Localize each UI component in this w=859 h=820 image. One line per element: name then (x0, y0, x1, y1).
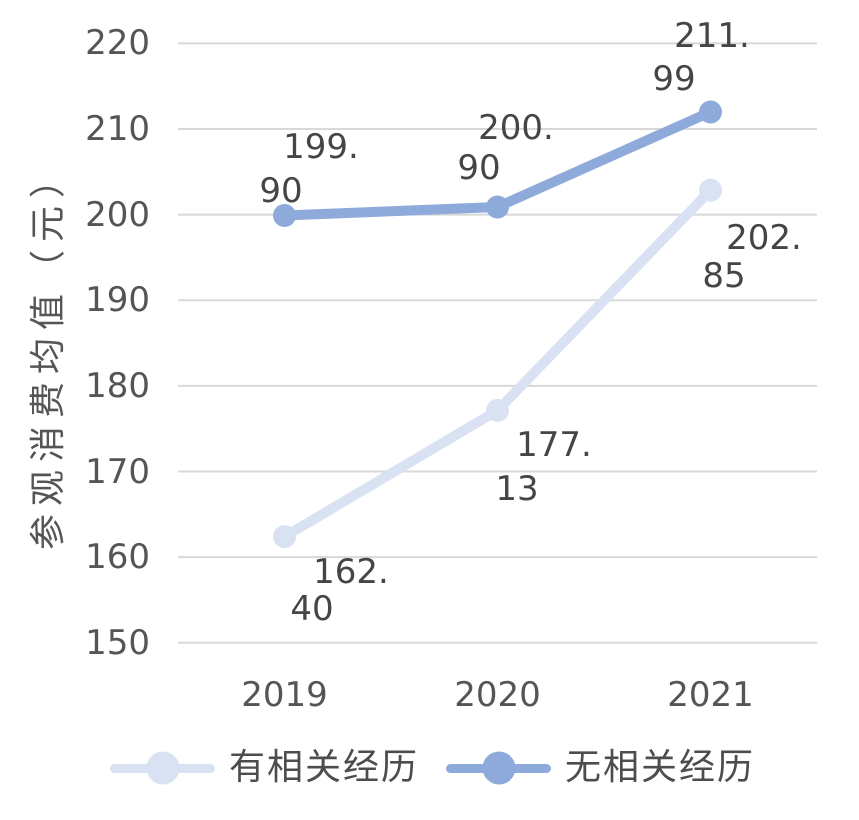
data-label-line: 99 (652, 59, 696, 99)
x-tick-label: 2020 (454, 675, 541, 715)
x-tick-label: 2021 (667, 675, 754, 715)
legend-label: 有相关经历 (229, 747, 420, 788)
legend-line-icon (110, 751, 215, 785)
legend-line-icon (446, 751, 551, 785)
data-label-line: 90 (259, 171, 303, 211)
data-label-line: 90 (457, 148, 501, 188)
data-label-line: 13 (495, 469, 539, 509)
y-tick-label: 210 (85, 109, 150, 150)
y-tick-label: 200 (85, 194, 150, 235)
legend-label: 无相关经历 (565, 747, 756, 788)
data-label-line: 202. (726, 218, 802, 258)
legend-item-no-experience: 无相关经历 (446, 746, 755, 790)
data-point-marker (699, 100, 722, 124)
y-tick-label: 190 (85, 280, 150, 321)
y-tick-label: 220 (85, 23, 150, 64)
data-label-line: 85 (702, 256, 746, 296)
data-point-marker (486, 398, 509, 422)
y-tick-label: 180 (85, 365, 150, 406)
legend-marker-icon (482, 751, 515, 785)
legend-item-has-experience: 有相关经历 (110, 746, 419, 790)
y-tick-label: 170 (85, 451, 150, 492)
data-label-line: 162. (313, 552, 389, 592)
data-point-marker (486, 195, 509, 219)
data-point-marker (273, 525, 296, 549)
y-tick-label: 160 (85, 537, 150, 578)
data-label-line: 211. (674, 16, 750, 56)
data-label-line: 199. (283, 127, 359, 167)
data-label-line: 40 (290, 589, 334, 629)
data-point-marker (273, 204, 296, 228)
data-point-marker (699, 178, 722, 202)
data-label-line: 177. (516, 425, 592, 465)
y-tick-label: 150 (85, 622, 150, 663)
legend-marker-icon (146, 751, 179, 785)
data-label-line: 200. (478, 108, 554, 148)
x-tick-label: 2019 (241, 675, 328, 715)
